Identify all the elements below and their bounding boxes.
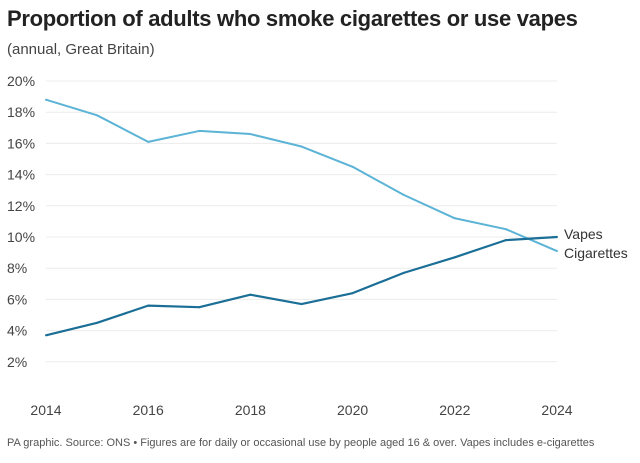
x-tick-label: 2020 [337,402,368,418]
series-line-cigarettes [45,98,558,252]
data-point-cigarettes [351,165,354,168]
data-point-vapes [198,306,201,309]
series-label-vapes: Vapes [564,226,603,242]
data-point-vapes [453,256,456,259]
data-point-vapes [300,303,303,306]
chart-subtitle: (annual, Great Britain) [7,41,155,58]
y-tick-label: 20% [7,73,35,89]
y-tick-label: 8% [7,260,27,276]
y-tick-label: 2% [7,354,27,370]
series-line-vapes [45,235,558,337]
x-tick-label: 2024 [541,402,572,418]
series-label-cigarettes: Cigarettes [564,245,628,261]
data-point-vapes [45,334,47,337]
data-point-cigarettes [300,145,303,148]
y-tick-label: 4% [7,323,27,339]
data-point-cigarettes [198,129,201,132]
y-tick-label: 14% [7,167,35,183]
data-point-vapes [147,304,150,307]
x-tick-label: 2014 [30,402,61,418]
data-point-vapes [402,271,405,274]
y-tick-label: 6% [7,291,27,307]
chart-title: Proportion of adults who smoke cigarette… [7,6,578,31]
x-tick-label: 2016 [133,402,164,418]
data-point-cigarettes [402,193,405,196]
data-point-vapes [556,236,558,238]
source-note: PA graphic. Source: ONS • Figures are fo… [7,437,595,449]
y-tick-label: 18% [7,104,35,120]
y-tick-label: 12% [7,198,35,214]
y-tick-label: 10% [7,229,35,245]
data-point-cigarettes [96,114,99,117]
data-point-cigarettes [453,217,456,220]
data-point-cigarettes [249,133,252,136]
x-tick-label: 2022 [439,402,470,418]
data-point-vapes [504,239,507,242]
data-point-vapes [351,292,354,295]
data-point-cigarettes [556,250,558,253]
data-point-vapes [249,293,252,296]
data-point-cigarettes [45,98,47,101]
x-tick-label: 2018 [235,402,266,418]
data-point-vapes [96,321,99,324]
data-point-cigarettes [504,228,507,231]
y-tick-label: 16% [7,135,35,151]
data-point-cigarettes [147,140,150,143]
